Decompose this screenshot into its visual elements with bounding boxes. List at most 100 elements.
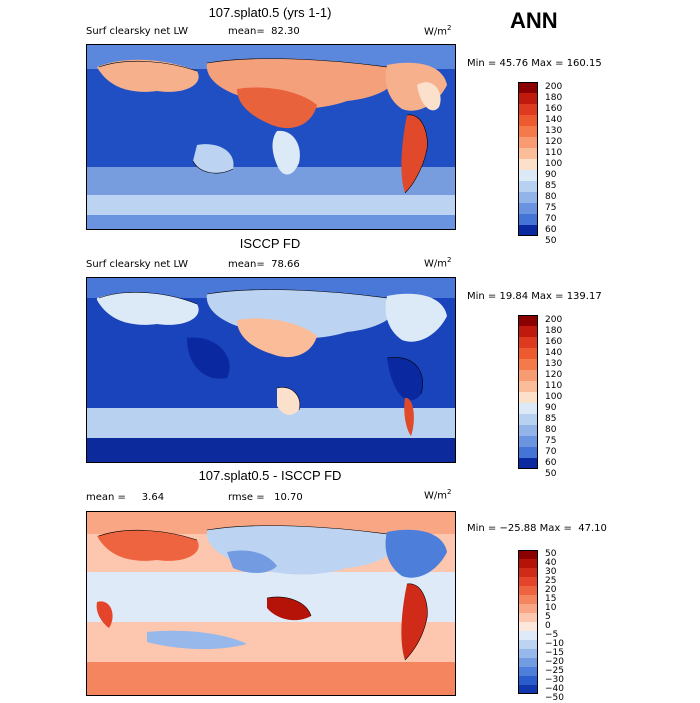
panel2-swatch (518, 359, 538, 370)
panel2-swatch (518, 436, 538, 447)
panel1-swatch (518, 225, 538, 236)
panel1-tick-label: 75 (545, 203, 557, 213)
panel1-swatch (518, 104, 538, 115)
panel2-swatch (518, 425, 538, 436)
panel3-swatch (518, 667, 538, 676)
panel2-tick-label: 110 (545, 381, 563, 391)
panel3-tick-label: 30 (545, 567, 557, 577)
panel1-tick-label: 200 (545, 82, 563, 92)
panel2-tick-label: 130 (545, 359, 563, 369)
panel2-swatch (518, 348, 538, 359)
panel1-swatch (518, 170, 538, 181)
panel3-tick-label: −15 (545, 648, 564, 658)
panel2-colorbar-frame (518, 315, 538, 469)
panel3-swatch (518, 631, 538, 640)
panel3-tick-label: −30 (545, 675, 564, 685)
panel2-tick-label: 90 (545, 403, 557, 413)
panel3-rmse-label: rmse = 10.70 (228, 492, 303, 503)
panel3-tick-label: 5 (545, 612, 551, 622)
panel3-colorbar-frame (518, 550, 538, 694)
panel3-swatch (518, 586, 538, 595)
panel3-swatch (518, 559, 538, 568)
panel2-swatch (518, 381, 538, 392)
panel1-title: 107.splat0.5 (yrs 1-1) (208, 5, 332, 20)
panel3-mean: mean = 3.64 (86, 492, 165, 503)
panel2-title: ISCCP FD (239, 236, 301, 251)
panel2-tick-label: 80 (545, 425, 557, 435)
panel2-swatch (518, 403, 538, 414)
panel2-swatch (518, 326, 538, 337)
panel3-rmse-value: 10.70 (274, 492, 303, 503)
panel3-swatch (518, 604, 538, 613)
panel3-swatch (518, 550, 538, 559)
panel2-mean-value: 78.66 (271, 259, 300, 270)
panel3-swatch (518, 649, 538, 658)
panel1-variable-label: Surf clearsky net LW (86, 26, 189, 37)
panel3-tick-label: −50 (545, 693, 564, 703)
season-label: ANN (510, 8, 558, 33)
panel3-swatch (518, 640, 538, 649)
panel2-tick-label: 140 (545, 348, 563, 358)
panel3-swatch (518, 613, 538, 622)
panel1-swatch (518, 148, 538, 159)
panel1-min-max: Min = 45.76 Max = 160.15 (467, 58, 602, 69)
panel1-tick-label: 80 (545, 192, 557, 202)
panel3-min-max: Min = −25.88 Max = 47.10 (467, 523, 607, 534)
panel3-tick-label: −5 (545, 630, 559, 640)
panel2-tick-label: 100 (545, 392, 563, 402)
panel2-variable-label: Surf clearsky net LW (86, 259, 189, 270)
panel1-tick-label: 120 (545, 137, 563, 147)
panel1-tick-label: 90 (545, 170, 557, 180)
panel1-tick-label: 60 (545, 225, 557, 235)
panel2-tick-label: 60 (545, 458, 557, 468)
panel1-swatch (518, 214, 538, 225)
panel1-swatch (518, 181, 538, 192)
panel3-swatch (518, 685, 538, 694)
panel3-swatch (518, 676, 538, 685)
panel3-swatch (518, 658, 538, 667)
panel2-swatch (518, 315, 538, 326)
panel1-swatch (518, 159, 538, 170)
panel3-swatch (518, 622, 538, 631)
panel2-tick-label: 160 (545, 337, 563, 347)
panel2-tick-label: 180 (545, 326, 563, 336)
panel3-swatch (518, 577, 538, 586)
panel3-tick-label: −20 (545, 657, 564, 667)
panel3-tick-label: −25 (545, 666, 564, 676)
panel3-tick-label: −10 (545, 639, 564, 649)
panel3-tick-label: 10 (545, 603, 557, 613)
panel2-tick-label: 120 (545, 370, 563, 380)
panel2-swatch (518, 392, 538, 403)
panel1-tick-label: 160 (545, 104, 563, 114)
panel2-swatch (518, 458, 538, 469)
panel2-mean-label: mean= 78.66 (228, 259, 300, 270)
panel1-swatch (518, 192, 538, 203)
panel3-map (86, 511, 456, 696)
panel3-tick-label: 15 (545, 594, 557, 604)
panel2-tick-label: 85 (545, 414, 557, 424)
panel3-units: W/m2 (424, 488, 452, 502)
panel3-swatch (518, 568, 538, 577)
panel1-swatch (518, 82, 538, 93)
panel3-title: 107.splat0.5 - ISCCP FD (198, 468, 342, 483)
panel1-tick-label: 100 (545, 159, 563, 169)
panel3-tick-label: 25 (545, 576, 557, 586)
panel2-swatch (518, 370, 538, 381)
panel1-swatch (518, 115, 538, 126)
panel2-swatch (518, 337, 538, 348)
panel1-tick-label: 85 (545, 181, 557, 191)
panel2-swatch (518, 414, 538, 425)
panel1-swatch (518, 203, 538, 214)
panel2-tick-label: 50 (545, 469, 557, 479)
panel2-units: W/m2 (424, 256, 452, 270)
panel3-swatch (518, 595, 538, 604)
panel1-units: W/m2 (424, 24, 452, 38)
panel3-tick-label: 0 (545, 621, 551, 631)
panel1-mean-value: 82.30 (271, 26, 300, 37)
panel2-swatch (518, 447, 538, 458)
panel3-tick-label: 50 (545, 549, 557, 559)
panel2-tick-label: 70 (545, 447, 557, 457)
panel1-swatch (518, 137, 538, 148)
panel1-tick-label: 70 (545, 214, 557, 224)
panel3-tick-label: 40 (545, 558, 557, 568)
